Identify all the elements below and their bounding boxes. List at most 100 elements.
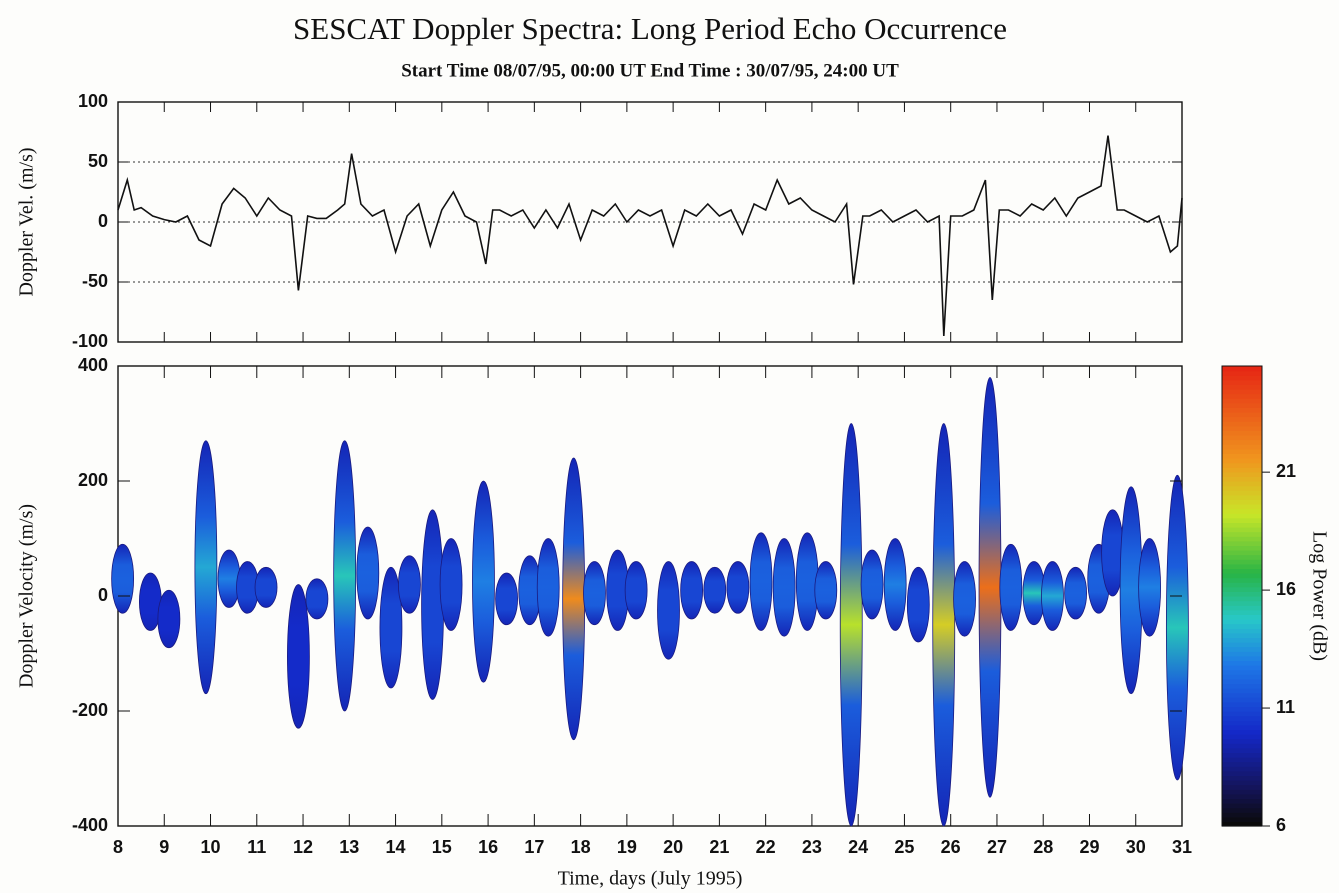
colorbar-cell (1222, 646, 1262, 652)
echo (1138, 538, 1162, 637)
colorbar-cell (1222, 669, 1262, 675)
colorbar-cell (1222, 531, 1262, 537)
x-tick-label: 13 (339, 837, 359, 857)
echo (536, 538, 560, 637)
colorbar-cell (1222, 651, 1262, 657)
echo (839, 423, 863, 827)
y-tick-label: -100 (72, 331, 108, 351)
colorbar-cell (1222, 550, 1262, 556)
colorbar-cell (1222, 559, 1262, 565)
echo (583, 561, 606, 626)
x-tick-label: 17 (524, 837, 544, 857)
y-tick-label: 400 (78, 355, 108, 375)
colorbar-cell (1222, 393, 1262, 399)
colorbar-cell (1222, 513, 1262, 519)
colorbar-cell (1222, 789, 1262, 795)
colorbar-cell (1222, 798, 1262, 804)
colorbar-cell (1222, 389, 1262, 395)
echo (398, 555, 421, 614)
y-axis-label: Doppler Vel. (m/s) (16, 147, 38, 296)
colorbar-cell (1222, 499, 1262, 505)
colorbar-cell (1222, 780, 1262, 786)
colorbar-cell (1222, 481, 1262, 487)
colorbar-cell (1222, 453, 1262, 459)
colorbar-cell (1222, 660, 1262, 666)
colorbar-cell (1222, 458, 1262, 464)
plot-frame (117, 365, 1183, 827)
x-tick-label: 31 (1172, 837, 1192, 857)
colorbar-cell (1222, 568, 1262, 574)
echo (624, 561, 648, 620)
colorbar-cell (1222, 435, 1262, 441)
echo (883, 538, 907, 631)
x-axis-label: Time, days (July 1995) (558, 868, 743, 890)
echo (726, 561, 750, 614)
colorbar-cell (1222, 577, 1262, 583)
x-tick-label: 23 (802, 837, 822, 857)
echo (472, 480, 495, 683)
echo (860, 549, 884, 620)
colorbar-cell (1222, 628, 1262, 634)
colorbar-cell (1222, 522, 1262, 528)
colorbar-cell (1222, 655, 1262, 661)
colorbar-cell (1222, 471, 1262, 477)
y-tick-label: -50 (82, 271, 108, 291)
colorbar-cell (1222, 665, 1262, 671)
colorbar-cell (1222, 540, 1262, 546)
colorbar-cell (1222, 766, 1262, 772)
colorbar-cell (1222, 784, 1262, 790)
colorbar-cell (1222, 770, 1262, 776)
x-tick-label: 15 (432, 837, 452, 857)
x-tick-label: 28 (1033, 837, 1053, 857)
colorbar-cell (1222, 637, 1262, 643)
echo (1041, 561, 1064, 631)
colorbar-cell (1222, 402, 1262, 408)
echo (772, 538, 796, 637)
colorbar-cell (1222, 743, 1262, 749)
colorbar-cell (1222, 803, 1262, 809)
echo (194, 440, 218, 695)
colorbar-label: Log Power (dB) (1308, 531, 1330, 661)
y-tick-label: 0 (98, 211, 108, 231)
x-tick-label: 24 (848, 837, 868, 857)
colorbar-cell (1222, 674, 1262, 680)
echo (356, 526, 380, 620)
y-tick-label: 200 (78, 470, 108, 490)
x-tick-label: 12 (293, 837, 313, 857)
colorbar-cell (1222, 517, 1262, 523)
x-tick-label: 25 (894, 837, 914, 857)
colorbar-cell (1222, 421, 1262, 427)
colorbar-cell (1222, 398, 1262, 404)
chart-title: SESCAT Doppler Spectra: Long Period Echo… (293, 11, 1007, 46)
echo (680, 561, 704, 620)
colorbar-cell (1222, 412, 1262, 418)
colorbar-cell (1222, 729, 1262, 735)
colorbar-cell (1222, 614, 1262, 620)
echo (562, 457, 586, 741)
colorbar-cell (1222, 600, 1262, 606)
echo (749, 532, 773, 631)
colorbar-cell (1222, 807, 1262, 813)
colorbar-cell (1222, 545, 1262, 551)
colorbar-cell (1222, 623, 1262, 629)
colorbar-cell (1222, 586, 1262, 592)
colorbar-cell (1222, 448, 1262, 454)
y-tick-label: -200 (72, 700, 108, 720)
colorbar-cell (1222, 476, 1262, 482)
colorbar-cell (1222, 375, 1262, 381)
colorbar-cell (1222, 752, 1262, 758)
x-tick-label: 18 (571, 837, 591, 857)
x-tick-label: 30 (1126, 837, 1146, 857)
colorbar-cell (1222, 697, 1262, 703)
colorbar-cell (1222, 444, 1262, 450)
colorbar-cell (1222, 379, 1262, 385)
data-line (117, 135, 1183, 337)
colorbar-tick-label: 16 (1276, 579, 1296, 599)
colorbar-cell (1222, 821, 1262, 827)
colorbar-cell (1222, 439, 1262, 445)
colorbar-cell (1222, 632, 1262, 638)
colorbar-cell (1222, 485, 1262, 491)
colorbar-cell (1222, 706, 1262, 712)
colorbar-cell (1222, 573, 1262, 579)
echo (439, 538, 463, 631)
